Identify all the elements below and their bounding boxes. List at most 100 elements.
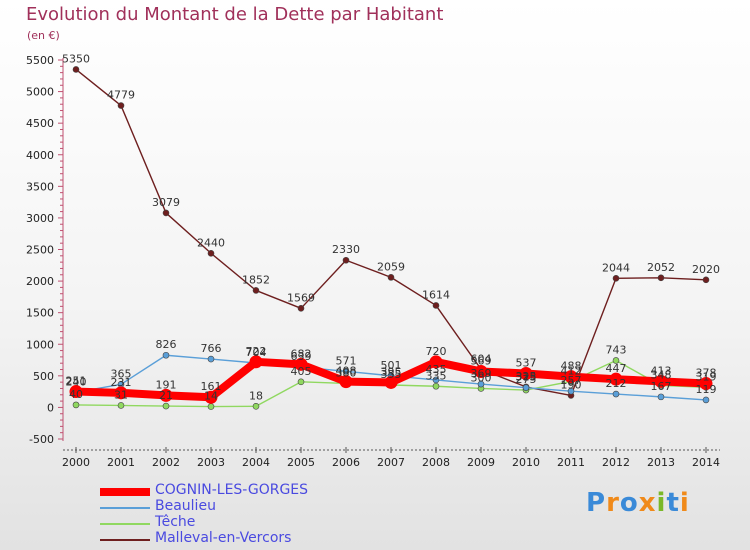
data-point (522, 384, 530, 391)
data-label: 21 (159, 389, 173, 402)
x-tick-label: 2003 (197, 456, 225, 469)
data-point (252, 402, 260, 410)
data-point (159, 388, 173, 402)
data-point (429, 355, 443, 369)
data-point (204, 390, 218, 404)
data-point (162, 402, 170, 410)
data-label: 5350 (62, 52, 90, 65)
data-label: 231 (111, 376, 132, 389)
data-label: 604 (471, 352, 492, 365)
data-point (474, 364, 488, 378)
data-label: 4779 (107, 89, 135, 102)
data-point (567, 387, 575, 395)
y-tick-label: 0 (47, 401, 54, 414)
data-label: 355 (381, 368, 402, 381)
data-label: 378 (696, 367, 717, 380)
data-point (72, 66, 80, 73)
data-label: 190 (561, 378, 582, 391)
data-label: 408 (336, 365, 357, 378)
data-label: 119 (696, 383, 717, 396)
data-label: 435 (426, 363, 447, 376)
data-point (564, 370, 578, 384)
data-label: 743 (606, 343, 627, 356)
data-label: 766 (201, 342, 222, 355)
data-label: 300 (471, 371, 492, 384)
data-label: 569 (471, 354, 492, 367)
data-label: 2020 (692, 263, 720, 276)
data-label: 395 (381, 365, 402, 378)
data-point (519, 366, 533, 380)
chart-title: Evolution du Montant de la Dette par Hab… (26, 4, 444, 25)
data-point (612, 390, 620, 398)
x-tick-label: 2013 (647, 456, 675, 469)
data-point (72, 401, 80, 409)
data-label: 325 (516, 370, 537, 383)
data-label: 2052 (647, 261, 675, 274)
data-point (117, 102, 125, 109)
data-label: 3079 (152, 196, 180, 209)
y-tick-label: 3000 (26, 212, 54, 225)
x-tick-label: 2008 (422, 456, 450, 469)
legend-swatch (100, 539, 150, 541)
data-point (114, 386, 128, 400)
data-label: 240 (66, 375, 87, 388)
data-label: 2059 (377, 260, 405, 273)
data-label: 319 (696, 370, 717, 383)
data-label: 257 (561, 374, 582, 387)
data-label: 2440 (197, 236, 225, 249)
y-tick-label: 1000 (26, 338, 54, 351)
unit-label: (en €) (27, 29, 60, 42)
proxiti-logo: Proxiti (586, 488, 690, 518)
data-label: 191 (156, 378, 177, 391)
data-point (294, 357, 308, 371)
y-tick-label: 3500 (26, 180, 54, 193)
y-tick-label: 5000 (26, 86, 54, 99)
data-point (342, 368, 350, 375)
data-point (432, 302, 440, 309)
data-label: 212 (606, 377, 627, 390)
x-tick-label: 2011 (557, 456, 585, 469)
data-label: 167 (651, 380, 672, 393)
data-label: 161 (201, 380, 222, 393)
x-tick-label: 2007 (377, 456, 405, 469)
x-tick-label: 2001 (107, 456, 135, 469)
legend-swatch (100, 488, 150, 496)
y-tick-label: 1500 (26, 307, 54, 320)
data-label: 488 (561, 360, 582, 373)
data-point (702, 396, 710, 404)
x-tick-label: 2005 (287, 456, 315, 469)
data-label: 704 (246, 346, 267, 359)
data-point (384, 375, 398, 389)
data-point (654, 374, 668, 388)
data-label: 537 (516, 356, 537, 369)
y-tick-label: -500 (29, 433, 54, 446)
data-label: 380 (336, 366, 357, 379)
x-tick-label: 2000 (62, 456, 90, 469)
data-label: 571 (336, 354, 357, 367)
data-point (297, 378, 305, 386)
legend-swatch (100, 507, 150, 509)
data-point (612, 275, 620, 282)
data-label: 365 (111, 367, 132, 380)
data-label: 722 (246, 345, 267, 358)
data-label: 31 (114, 388, 128, 401)
data-point (297, 305, 305, 312)
data-point (252, 287, 260, 294)
data-label: 413 (651, 364, 672, 377)
data-point (207, 403, 215, 410)
x-tick-label: 2002 (152, 456, 180, 469)
y-tick-label: 2000 (26, 275, 54, 288)
data-label: 412 (561, 364, 582, 377)
data-point (249, 355, 263, 369)
data-point (387, 274, 395, 281)
data-label: 826 (156, 338, 177, 351)
data-point (699, 377, 713, 391)
data-point (117, 402, 125, 409)
data-label: 1569 (287, 291, 315, 304)
legend-label: Têche (155, 514, 196, 530)
legend-label: COGNIN-LES-GORGES (155, 482, 309, 498)
data-label: 40 (69, 388, 83, 401)
y-tick-label: 2500 (26, 244, 54, 257)
data-label: 2330 (332, 243, 360, 256)
legend-swatch (100, 523, 150, 525)
